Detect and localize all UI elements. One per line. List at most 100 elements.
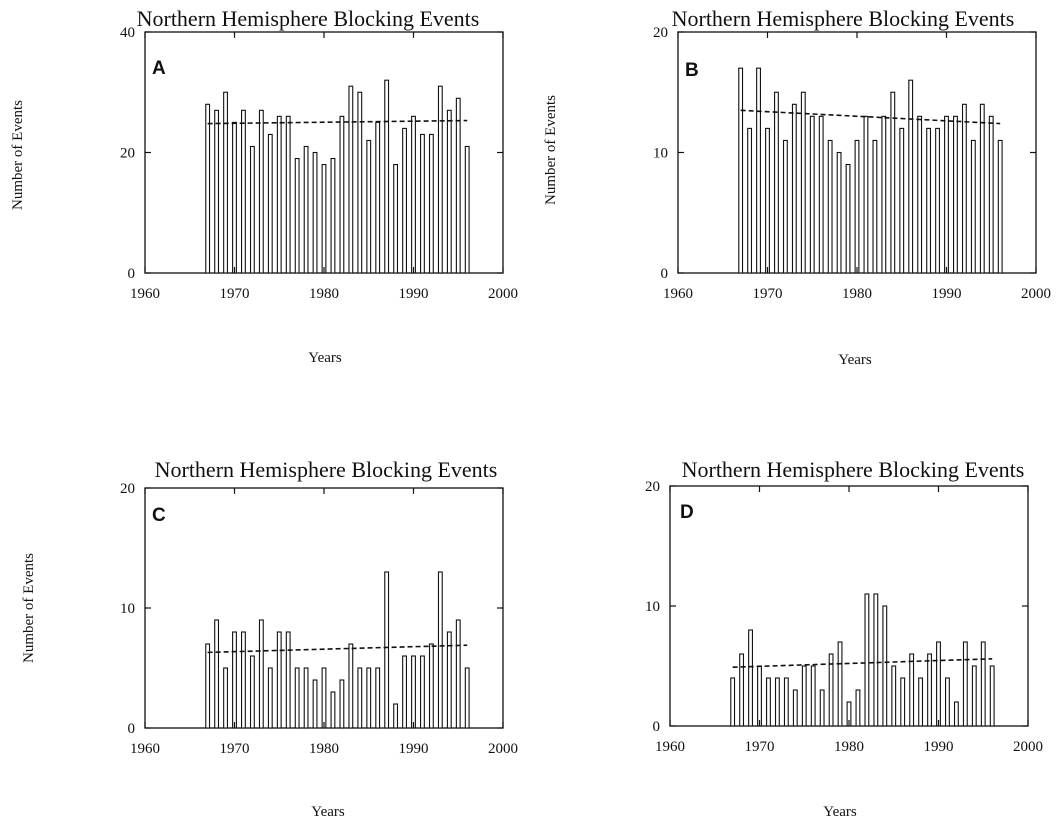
y-tick-label: 20: [120, 146, 135, 162]
x-tick-label: 1980: [842, 286, 872, 302]
bar: [766, 677, 771, 727]
bar: [765, 127, 770, 274]
bar: [801, 665, 807, 727]
x-tick-label: 1990: [399, 286, 429, 302]
panel-letter: D: [680, 502, 694, 523]
y-tick-label: 10: [645, 599, 660, 615]
bar: [828, 653, 834, 727]
bar: [357, 667, 363, 729]
y-axis-label: Number of Events: [10, 100, 26, 210]
bar: [819, 689, 825, 727]
bar: [953, 701, 959, 727]
bar: [800, 91, 806, 274]
bar: [747, 127, 753, 274]
x-tick-label: 1980: [834, 739, 864, 755]
x-axis-label: Years: [308, 350, 342, 366]
bar: [818, 115, 824, 274]
x-tick-label: 1960: [655, 739, 685, 755]
bar: [855, 689, 861, 727]
bar: [420, 133, 425, 274]
bar: [312, 151, 318, 274]
bar: [258, 109, 264, 274]
bar: [312, 679, 318, 729]
bar: [872, 139, 878, 274]
bar: [988, 115, 994, 274]
chart-title: Northern Hemisphere Blocking Events: [682, 457, 1025, 482]
bar: [909, 653, 915, 727]
trend-line: [732, 658, 993, 668]
bar: [791, 103, 797, 274]
y-tick-label: 20: [653, 25, 668, 41]
bar: [756, 67, 761, 274]
y-tick-label: 10: [653, 146, 668, 162]
bar: [258, 619, 264, 729]
panel-letter: A: [152, 58, 166, 79]
x-axis-label: Years: [838, 352, 872, 368]
bar: [214, 619, 220, 729]
bar: [276, 115, 282, 274]
bar: [936, 641, 941, 727]
bar: [970, 139, 976, 274]
bar: [384, 571, 390, 729]
bar: [926, 127, 932, 274]
bar: [927, 653, 932, 727]
bar: [730, 677, 736, 727]
bar: [962, 641, 968, 727]
bar: [945, 677, 950, 727]
bar: [792, 689, 798, 727]
y-tick-label: 0: [661, 266, 669, 282]
x-tick-label: 2000: [488, 286, 518, 302]
bar: [214, 109, 220, 274]
chart-title: Northern Hemisphere Blocking Events: [137, 6, 480, 31]
bar: [845, 164, 851, 274]
bar: [366, 667, 372, 729]
bar: [205, 103, 211, 274]
bar: [873, 593, 879, 727]
x-tick-label: 1970: [745, 739, 775, 755]
bar: [890, 91, 896, 274]
bar: [384, 79, 390, 274]
bar: [267, 667, 273, 729]
bar: [375, 121, 381, 274]
bar: [330, 157, 336, 274]
bar: [908, 79, 914, 274]
chart-title: Northern Hemisphere Blocking Events: [672, 6, 1015, 31]
bar: [854, 139, 860, 274]
x-tick-label: 1970: [220, 741, 250, 757]
bar: [241, 631, 246, 729]
bar: [366, 139, 372, 274]
bar: [774, 91, 779, 274]
x-tick-label: 1980: [309, 286, 339, 302]
bar: [294, 157, 300, 274]
bar: [339, 115, 345, 274]
bar: [953, 115, 958, 274]
bar: [232, 121, 237, 274]
x-tick-label: 1970: [753, 286, 783, 302]
bar: [882, 605, 888, 727]
bar: [241, 109, 246, 274]
bar: [357, 91, 363, 274]
trend-line: [207, 644, 468, 654]
bar: [428, 643, 434, 729]
bar: [393, 703, 399, 729]
y-tick-label: 0: [128, 721, 136, 737]
bar: [774, 677, 780, 727]
bar: [223, 91, 228, 274]
bar: [285, 115, 291, 274]
chart-title: Northern Hemisphere Blocking Events: [155, 457, 498, 482]
bar: [420, 655, 425, 729]
y-tick-label: 10: [120, 601, 135, 617]
x-tick-label: 1980: [309, 741, 339, 757]
chart-panel-a: Northern Hemisphere Blocking Events Numb…: [10, 6, 518, 366]
bar: [464, 667, 470, 729]
bar: [205, 643, 211, 729]
x-tick-label: 1990: [399, 741, 429, 757]
bar: [900, 677, 906, 727]
bar: [428, 133, 434, 274]
bar: [837, 641, 843, 727]
bar: [249, 145, 255, 274]
bar: [782, 139, 788, 274]
bar: [330, 691, 336, 729]
bar: [891, 665, 897, 727]
